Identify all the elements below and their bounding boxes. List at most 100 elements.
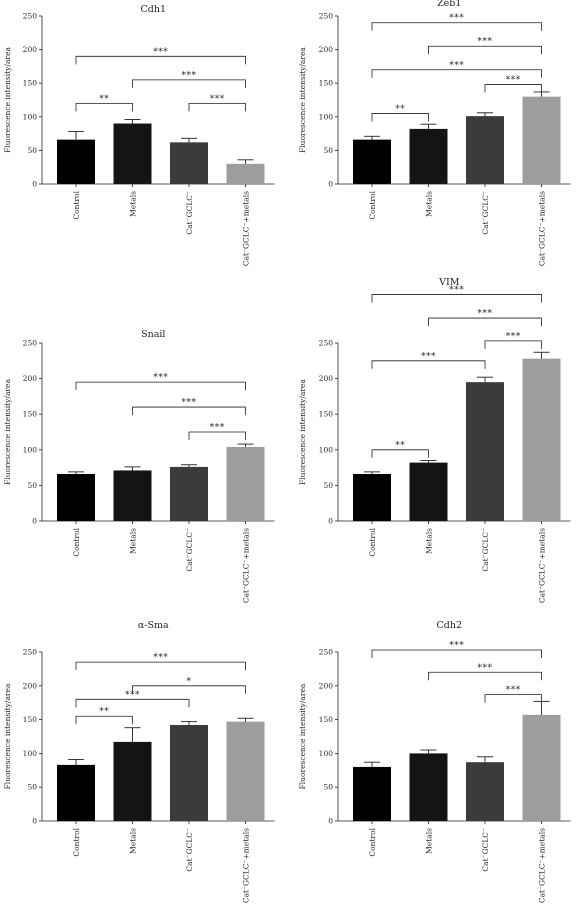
significance-bracket	[428, 317, 542, 327]
significance-bracket	[188, 431, 246, 440]
significance-label: ***	[449, 641, 464, 651]
bar-1	[57, 474, 95, 521]
category-label: Control	[72, 827, 81, 856]
significance-bracket	[428, 45, 542, 55]
category-label: Cat⁻GCLC⁻	[481, 191, 490, 235]
significance-label: ***	[449, 286, 464, 296]
y-tick-label: 200	[23, 45, 38, 54]
significance-label: ***	[210, 94, 225, 104]
chart-title: VIM	[438, 277, 460, 288]
category-label: Cat⁻GCLC⁻+metals	[538, 828, 547, 903]
y-tick-label: 250	[319, 339, 334, 348]
bar-3	[170, 725, 208, 821]
y-tick-label: 200	[319, 45, 334, 54]
chart-title: α-Sma	[138, 620, 169, 631]
y-tick-label: 0	[328, 180, 333, 189]
y-tick-label: 50	[27, 481, 37, 490]
significance-label: ***	[421, 352, 436, 362]
y-tick-label: 0	[32, 517, 37, 526]
bar-4	[522, 714, 561, 821]
category-label: Metals	[425, 828, 434, 854]
y-tick-label: 200	[319, 681, 334, 690]
bar-1	[353, 139, 391, 184]
bar-3	[170, 142, 208, 184]
significance-label: **	[99, 94, 109, 104]
y-axis-label: Fluorescence intensity/area	[298, 47, 307, 153]
significance-bracket	[371, 360, 486, 369]
bar-4	[226, 163, 265, 184]
y-tick-label: 0	[328, 817, 333, 826]
y-tick-label: 250	[23, 12, 38, 21]
y-tick-label: 100	[23, 749, 38, 758]
category-label: Cat⁻GCLC⁻+metals	[242, 828, 251, 903]
significance-bracket	[75, 102, 133, 112]
y-tick-label: 100	[319, 445, 334, 454]
significance-label: ***	[125, 690, 140, 700]
chart-title: Cdh1	[140, 4, 166, 15]
category-label: Metals	[129, 528, 138, 554]
bar-2	[113, 470, 152, 521]
y-tick-label: 50	[27, 783, 37, 792]
significance-bracket	[75, 661, 246, 671]
bar-2	[113, 123, 152, 184]
category-label: Control	[368, 527, 377, 556]
significance-label: ***	[182, 398, 197, 408]
chart-panel-2: 0 50 100 150 200 250 Fluorescence intensity/ar…	[298, 0, 571, 266]
y-tick-label: 50	[323, 783, 333, 792]
significance-bracket	[75, 55, 246, 65]
significance-label: **	[99, 707, 109, 717]
bar-3	[466, 116, 504, 184]
category-label: Metals	[129, 191, 138, 217]
category-label: Metals	[425, 191, 434, 217]
category-label: Cat⁻GCLC⁻+metals	[538, 528, 547, 603]
chart-title: Zeb1	[437, 0, 461, 9]
category-label: Cat⁻GCLC⁻+metals	[242, 191, 251, 266]
significance-bracket	[75, 698, 190, 708]
y-tick-label: 150	[23, 410, 38, 419]
y-tick-label: 150	[23, 715, 38, 724]
significance-label: ***	[478, 663, 493, 673]
y-tick-label: 250	[23, 339, 38, 348]
significance-bracket	[132, 79, 246, 88]
bar-4	[226, 446, 265, 521]
category-label: Cat⁻GCLC⁻+metals	[242, 528, 251, 603]
significance-label: ***	[449, 14, 464, 24]
significance-bracket	[75, 715, 133, 725]
bar-1	[57, 764, 95, 821]
y-tick-label: 150	[319, 410, 334, 419]
category-label: Cat⁻GCLC⁻	[481, 528, 490, 572]
significance-bracket	[188, 102, 246, 112]
chart-title: Cdh2	[436, 620, 462, 631]
category-label: Metals	[425, 528, 434, 554]
y-tick-label: 200	[23, 374, 38, 383]
significance-label: ***	[182, 71, 197, 81]
significance-bracket	[371, 449, 429, 458]
bar-2	[409, 462, 448, 521]
significance-label: ***	[153, 373, 168, 383]
category-label: Cat⁻GCLC⁻	[185, 191, 194, 235]
significance-bracket	[484, 694, 542, 703]
category-label: Cat⁻GCLC⁻	[185, 828, 194, 872]
significance-bracket	[428, 671, 542, 681]
category-label: Control	[72, 190, 81, 219]
category-label: Metals	[129, 828, 138, 854]
significance-bracket	[371, 649, 542, 658]
bar-1	[353, 766, 391, 821]
y-axis-label: Fluorescence intensity/area	[3, 379, 12, 485]
y-tick-label: 50	[27, 146, 37, 155]
significance-bracket	[132, 406, 246, 416]
y-axis-label: Fluorescence intensity/area	[298, 379, 307, 485]
significance-label: **	[395, 441, 405, 451]
y-axis-label: Fluorescence intensity/area	[3, 683, 12, 789]
significance-label: ***	[449, 61, 464, 71]
significance-label: **	[395, 104, 405, 114]
significance-label: ***	[478, 37, 493, 47]
y-tick-label: 250	[319, 648, 334, 657]
bar-1	[57, 139, 95, 184]
chart-panel-4: 0 50 100 150 200 250 Fluorescence intensity/ar…	[298, 277, 571, 603]
y-tick-label: 100	[23, 445, 38, 454]
significance-label: ***	[506, 332, 521, 342]
category-label: Cat⁻GCLC⁻+metals	[538, 191, 547, 266]
significance-bracket	[371, 294, 542, 303]
